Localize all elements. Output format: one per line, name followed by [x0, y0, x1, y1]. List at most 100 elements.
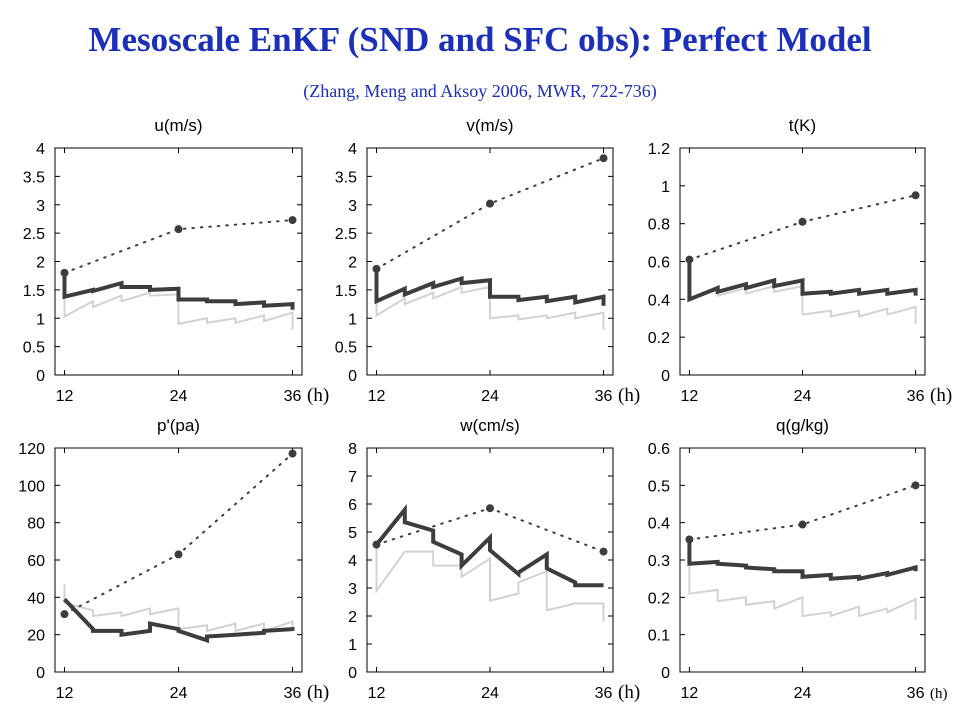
series-line-thin — [688, 539, 917, 620]
y-tick-label: 1.5 — [335, 283, 357, 300]
series-line-thick — [63, 597, 295, 644]
x-tick-label: 24 — [170, 388, 188, 405]
x-unit-label: (h) — [930, 686, 948, 702]
y-tick-label: 1.5 — [23, 283, 45, 300]
panel-title: v(m/s) — [466, 116, 513, 135]
data-point — [599, 154, 608, 163]
y-tick-label: 3.5 — [23, 169, 45, 186]
y-tick-label: 1 — [348, 637, 357, 654]
data-point — [486, 199, 494, 208]
chart-panel-4: p'(pa) 0 20 40 60 80 100 120 12 24 36 (h) — [18, 416, 329, 703]
plot-frame — [366, 147, 614, 376]
series-line-dotted — [63, 452, 294, 616]
y-tick-label: 0.3 — [648, 553, 670, 570]
plot-frame — [54, 447, 303, 673]
y-tick-label: 1 — [36, 311, 45, 328]
x-tick-label: 36 — [595, 388, 613, 405]
y-tick-label: 2.5 — [335, 226, 357, 243]
y-tick-label: 6 — [348, 497, 357, 514]
y-tick-label: 80 — [27, 516, 45, 533]
y-tick-label: 0 — [36, 368, 45, 385]
y-tick-label: 100 — [18, 478, 45, 495]
page-title: Mesoscale EnKF (SND and SFC obs): Perfec… — [88, 20, 872, 59]
series-line-thin — [688, 259, 917, 324]
y-tick-label: 0.6 — [648, 255, 670, 272]
x-tick-label: 12 — [368, 388, 386, 405]
panel-title: q(g/kg) — [776, 416, 829, 435]
y-tick-label: 4 — [348, 141, 357, 158]
x-tick-label: 24 — [481, 388, 499, 405]
data-point — [174, 225, 183, 234]
y-tick-label: 0 — [661, 665, 670, 682]
data-point — [685, 535, 694, 544]
data-point — [486, 504, 494, 513]
y-tick-label: 1 — [348, 311, 357, 328]
y-tick-label: 0.6 — [648, 441, 670, 458]
data-point — [60, 610, 69, 619]
y-tick-label: 2 — [348, 255, 357, 272]
series-line-thin — [63, 272, 294, 330]
y-tick-label: 0.5 — [648, 478, 670, 495]
panel-title: u(m/s) — [154, 116, 202, 135]
series-line-thick — [687, 539, 918, 582]
y-tick-label: 0.2 — [648, 330, 670, 347]
x-unit-label: (h) — [307, 682, 329, 703]
data-point — [685, 255, 694, 264]
x-tick-label: 12 — [56, 388, 74, 405]
series-line-dotted — [375, 157, 605, 270]
x-tick-label: 24 — [170, 685, 188, 702]
x-unit-label: (h) — [930, 385, 952, 406]
y-tick-label: 3 — [36, 198, 45, 215]
x-tick-label: 36 — [284, 685, 302, 702]
plot-frame — [679, 147, 926, 376]
data-point — [599, 547, 608, 556]
x-tick-label: 24 — [481, 685, 499, 702]
data-point — [288, 449, 297, 458]
x-tick-label: 36 — [907, 685, 925, 702]
x-unit-label: (h) — [307, 385, 329, 406]
y-tick-label: 120 — [18, 441, 45, 458]
y-tick-label: 0 — [36, 665, 45, 682]
x-tick-label: 36 — [595, 685, 613, 702]
y-tick-label: 4 — [348, 553, 357, 570]
y-tick-label: 0 — [348, 368, 357, 385]
y-tick-label: 0.2 — [648, 590, 670, 607]
data-point — [798, 520, 807, 529]
y-tick-label: 0.1 — [648, 628, 670, 645]
chart-panel-1: u(m/s) 0 0.5 1 1.5 2 2.5 3 3.5 4 12 24 36 (h) — [23, 116, 329, 406]
chart-panel-3: t(K) 0 0.2 0.4 0.6 0.8 1 1.2 12 24 36 (h) — [648, 116, 952, 406]
data-point — [60, 268, 69, 277]
data-point — [911, 481, 920, 490]
y-tick-label: 3 — [348, 581, 357, 598]
y-tick-label: 2 — [348, 609, 357, 626]
series-line-thick — [374, 268, 606, 306]
y-tick-label: 0 — [348, 665, 357, 682]
y-tick-label: 4 — [36, 141, 45, 158]
y-tick-label: 1 — [661, 179, 670, 196]
data-point — [911, 191, 920, 200]
page-subtitle: (Zhang, Meng and Aksoy 2006, MWR, 722-73… — [303, 81, 657, 101]
y-tick-label: 2.5 — [23, 226, 45, 243]
y-tick-label: 0.4 — [648, 292, 670, 309]
data-point — [372, 540, 381, 549]
y-tick-label: 8 — [348, 441, 357, 458]
x-tick-label: 36 — [907, 388, 925, 405]
chart-panel-2: v(m/s) 0 0.5 1 1.5 2 2.5 3 3.5 4 12 24 36 (h) — [335, 116, 640, 406]
x-tick-label: 24 — [794, 685, 812, 702]
y-tick-label: 1.2 — [648, 141, 670, 158]
x-tick-label: 24 — [794, 388, 812, 405]
series-line-thick — [374, 503, 604, 588]
series-line-thick — [687, 259, 918, 303]
panel-title: t(K) — [789, 116, 816, 135]
chart-panel-6: q(g/kg) 0 0.1 0.2 0.3 0.4 0.5 0.6 12 24 36 (h) — [648, 416, 948, 702]
data-point — [288, 216, 297, 225]
y-tick-label: 7 — [348, 469, 357, 486]
y-tick-label: 5 — [348, 525, 357, 542]
panel-title: p'(pa) — [157, 416, 200, 435]
x-tick-label: 36 — [284, 388, 302, 405]
data-point — [174, 550, 183, 559]
y-tick-label: 3.5 — [335, 169, 357, 186]
panel-title: w(cm/s) — [459, 416, 519, 435]
x-tick-label: 12 — [368, 685, 386, 702]
